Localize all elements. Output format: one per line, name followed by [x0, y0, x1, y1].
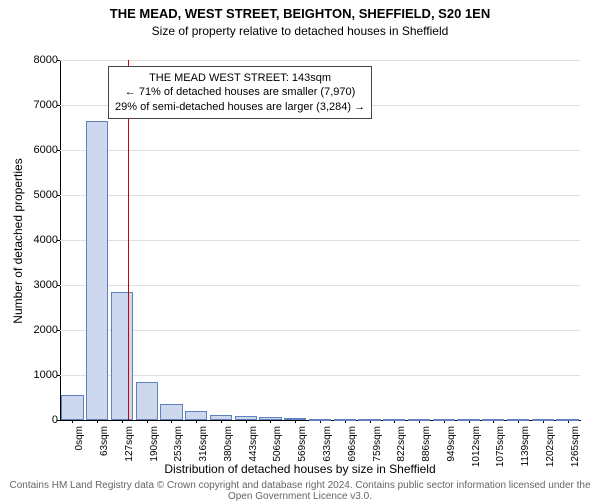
grid-line [60, 60, 580, 61]
chart-title: THE MEAD, WEST STREET, BEIGHTON, SHEFFIE… [0, 6, 600, 21]
attribution-text: Contains HM Land Registry data © Crown c… [0, 480, 600, 502]
histogram-bar [482, 419, 504, 421]
histogram-bar [86, 121, 108, 420]
y-tick-label: 4000 [34, 234, 58, 246]
y-tick-label: 2000 [34, 324, 58, 336]
histogram-bar [358, 419, 380, 421]
x-tick-mark [221, 420, 222, 423]
x-tick-mark [122, 420, 123, 423]
histogram-bar [507, 419, 529, 421]
histogram-bar [457, 419, 479, 421]
y-tick-label: 7000 [34, 99, 58, 111]
histogram-bar [61, 395, 83, 420]
y-tick-label: 0 [52, 414, 58, 426]
histogram-bar [160, 404, 182, 420]
histogram-bar [111, 292, 133, 420]
histogram-bar [185, 411, 207, 420]
x-tick-mark [147, 420, 148, 423]
histogram-bar [334, 419, 356, 421]
histogram-bar [433, 419, 455, 421]
histogram-bar [408, 419, 430, 421]
histogram-bar [259, 417, 281, 420]
callout-box: THE MEAD WEST STREET: 143sqm ← 71% of de… [108, 66, 372, 119]
callout-line-2: ← 71% of detached houses are smaller (7,… [115, 85, 365, 99]
x-tick-mark [196, 420, 197, 423]
chart-container: THE MEAD, WEST STREET, BEIGHTON, SHEFFIE… [0, 0, 600, 500]
x-tick-mark [246, 420, 247, 423]
y-tick-label: 5000 [34, 189, 58, 201]
histogram-bar [136, 382, 158, 420]
histogram-bar [309, 419, 331, 421]
grid-line [60, 195, 580, 196]
grid-line [60, 150, 580, 151]
histogram-bar [235, 416, 257, 420]
y-axis-label: Number of detached properties [11, 151, 25, 331]
grid-line [60, 285, 580, 286]
chart-subtitle: Size of property relative to detached ho… [0, 24, 600, 38]
histogram-bar [210, 415, 232, 420]
x-axis-label: Distribution of detached houses by size … [30, 462, 570, 476]
callout-line-3: 29% of semi-detached houses are larger (… [115, 100, 365, 114]
grid-line [60, 240, 580, 241]
x-tick-mark [72, 420, 73, 423]
y-tick-label: 1000 [34, 369, 58, 381]
callout-line-1: THE MEAD WEST STREET: 143sqm [115, 71, 365, 85]
x-tick-mark [97, 420, 98, 423]
grid-line [60, 375, 580, 376]
grid-line [60, 330, 580, 331]
histogram-bar [556, 419, 578, 421]
histogram-bar [532, 419, 554, 421]
histogram-bar [383, 419, 405, 421]
x-tick-label: 1265sqm [570, 426, 581, 476]
x-tick-mark [295, 420, 296, 423]
x-tick-mark [171, 420, 172, 423]
histogram-bar [284, 418, 306, 420]
y-tick-label: 8000 [34, 54, 58, 66]
y-tick-label: 3000 [34, 279, 58, 291]
x-tick-mark [270, 420, 271, 423]
y-tick-label: 6000 [34, 144, 58, 156]
